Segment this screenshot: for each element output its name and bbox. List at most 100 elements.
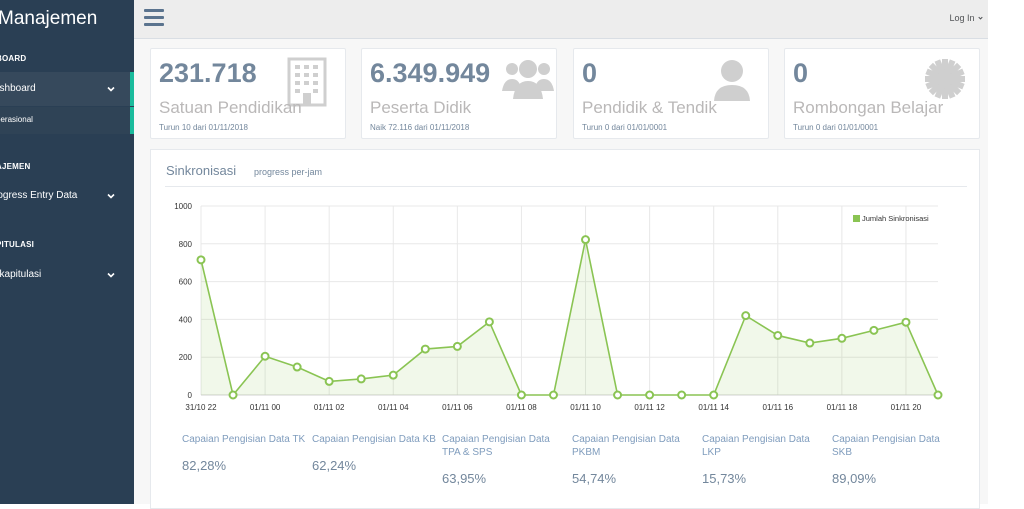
legend-label: Jumlah Sinkronisasi: [862, 214, 929, 223]
sinkronisasi-chart: 0 200 400 600 800 1000 31/10 22 01/11 00 01/11 0…: [174, 202, 943, 412]
stat-label: Capaian Pengisian Data PKBM: [572, 434, 680, 458]
legend-swatch: [853, 215, 860, 222]
data-point: [292, 362, 302, 372]
building-icon: [287, 57, 327, 107]
data-point: [196, 255, 206, 265]
x-tick-label: 01/11 14: [698, 403, 729, 412]
top-nav: Log In: [134, 0, 988, 39]
tile-name: Peserta Didik: [370, 98, 472, 117]
sidebar-subitem-label: perasional: [0, 115, 33, 124]
y-tick-label: 800: [179, 240, 193, 249]
stat-kb: Capaian Pengisian Data KB 62,24%: [312, 433, 437, 473]
data-point: [933, 390, 943, 400]
x-tick-label: 01/11 04: [378, 403, 409, 412]
x-tick-label: 01/11 10: [570, 403, 601, 412]
x-tick-label: 01/11 16: [763, 403, 794, 412]
sidebar-section-rekapitulasi: PITULASI: [0, 240, 35, 249]
data-point: [709, 390, 719, 400]
panel-title: Sinkronisasi: [166, 163, 237, 178]
x-tick-label: 31/10 22: [185, 403, 217, 412]
data-point: [613, 390, 623, 400]
x-tick-label: 01/11 08: [506, 403, 537, 412]
data-point: [548, 390, 558, 400]
login-dropdown[interactable]: Log In: [949, 13, 984, 23]
x-tick-label: 01/11 12: [634, 403, 665, 412]
sidebar: Manajemen BOARD ashboard perasional AJEM…: [0, 0, 134, 504]
user-icon: [714, 60, 750, 101]
data-point: [516, 390, 526, 400]
data-point: [645, 390, 655, 400]
data-point: [388, 370, 398, 380]
stat-pkbm: Capaian Pengisian Data PKBM 54,74%: [572, 433, 697, 486]
stat-label: Capaian Pengisian Data TK: [182, 434, 306, 445]
tile-name: Pendidik & Tendik: [582, 98, 717, 117]
panel-subtitle: progress per-jam: [254, 167, 323, 177]
hamburger-icon-bar: [144, 16, 164, 19]
hamburger-icon-bar: [144, 9, 164, 12]
data-point: [805, 338, 815, 348]
sidebar-section-manajemen: AJEMEN: [0, 162, 31, 171]
stat-tk: Capaian Pengisian Data TK 82,28%: [182, 433, 307, 473]
stat-label: Capaian Pengisian Data KB: [312, 434, 436, 445]
tile-count: 0: [793, 58, 809, 88]
data-point: [869, 325, 879, 335]
sidebar-item-label: rogress Entry Data: [0, 190, 78, 201]
stat-value: 63,95%: [442, 471, 487, 486]
sidebar-item-label: ekapitulasi: [0, 269, 42, 280]
x-tick-label: 01/11 06: [442, 403, 473, 412]
stat-lkp: Capaian Pengisian Data LKP 15,73%: [702, 433, 827, 486]
x-tick-label: 01/11 00: [250, 403, 281, 412]
x-tick-label: 01/11 20: [891, 403, 922, 412]
stat-value: 54,74%: [572, 471, 617, 486]
data-point: [484, 317, 494, 327]
y-tick-label: 600: [179, 278, 193, 287]
y-tick-label: 1000: [174, 202, 192, 211]
data-point: [452, 341, 462, 351]
data-point: [773, 330, 783, 340]
series-line: [200, 239, 939, 397]
login-label: Log In: [949, 13, 975, 23]
tile-pendidik-tendik: 0 Pendidik & Tendik Turun 0 dari 01/01/0…: [573, 48, 769, 139]
tile-peserta-didik: 6.349.949 Peserta Didik Naik 72.116 dari…: [361, 48, 557, 139]
gear-icon: [925, 59, 965, 99]
tile-subtext: Turun 0 dari 01/01/0001: [582, 123, 668, 132]
data-point: [901, 317, 911, 327]
panel-divider: [165, 186, 967, 187]
y-tick-label: 200: [179, 353, 193, 362]
stat-label: Capaian Pengisian Data LKP: [702, 434, 810, 458]
data-point: [228, 390, 238, 400]
tile-count: 231.718: [159, 58, 257, 88]
data-point: [677, 390, 687, 400]
chevron-down-icon: [107, 272, 115, 278]
tile-subtext: Naik 72.116 dari 01/11/2018: [370, 123, 470, 132]
stat-skb: Capaian Pengisian Data SKB 89,09%: [832, 433, 957, 486]
chevron-down-icon: [978, 16, 983, 20]
stat-label: Capaian Pengisian Data TPA & SPS: [442, 434, 550, 458]
sidebar-item-rekapitulasi[interactable]: ekapitulasi: [0, 258, 134, 292]
data-point: [837, 333, 847, 343]
stat-value: 82,28%: [182, 458, 227, 473]
tile-count: 6.349.949: [370, 58, 491, 88]
chevron-down-icon: [107, 193, 115, 199]
data-point: [324, 376, 334, 386]
sidebar-subitem-operasional[interactable]: perasional: [0, 107, 134, 134]
menu-toggle-button[interactable]: [144, 9, 164, 27]
sidebar-item-progress-entry[interactable]: rogress Entry Data: [0, 179, 134, 213]
users-icon: [502, 60, 554, 99]
main-content: 231.718 Satuan Pendidikan Turun 10 dari …: [134, 39, 988, 509]
y-tick-label: 400: [179, 315, 193, 324]
tile-name: Satuan Pendidikan: [159, 98, 302, 117]
sidebar-item-label: ashboard: [0, 83, 36, 94]
sidebar-item-dashboard[interactable]: ashboard: [0, 72, 134, 106]
x-tick-label: 01/11 18: [827, 403, 858, 412]
x-tick-label: 01/11 02: [314, 403, 345, 412]
sidebar-section-dashboard: BOARD: [0, 54, 27, 63]
data-point: [581, 235, 591, 245]
tile-rombongan-belajar: 0 Rombongan Belajar Turun 0 dari 01/01/0…: [784, 48, 980, 139]
tile-satuan-pendidikan: 231.718 Satuan Pendidikan Turun 10 dari …: [150, 48, 346, 139]
tile-count: 0: [582, 58, 598, 88]
brand-title[interactable]: Manajemen: [0, 8, 98, 29]
stat-value: 89,09%: [832, 471, 877, 486]
hamburger-icon-bar: [144, 23, 164, 26]
